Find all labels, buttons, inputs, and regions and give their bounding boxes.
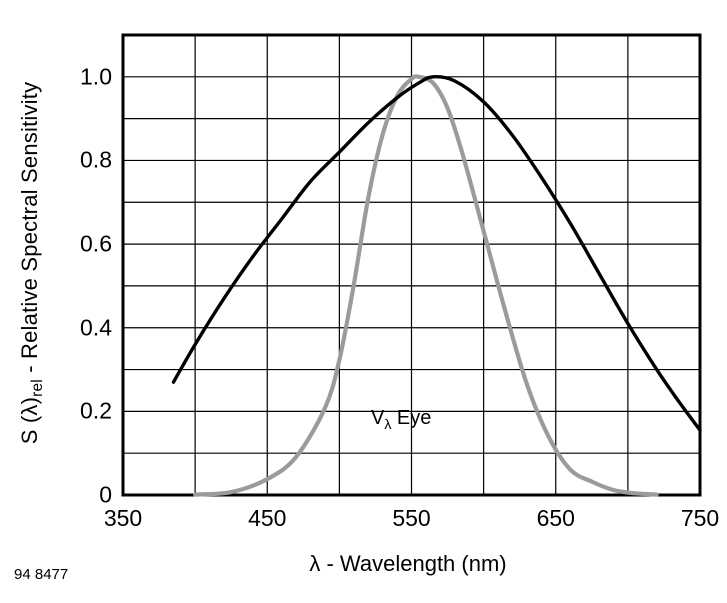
figure-number: 94 8477 [14, 566, 69, 583]
y-axis-title: S (λ)rel - Relative Spectral Sensitivity [17, 82, 47, 445]
y-tick-label: 0 [99, 481, 112, 508]
x-axis-title: λ - Wavelength (nm) [309, 551, 507, 576]
curve-relative-spectral-sensitivity [171, 75, 702, 432]
x-tick-label: 350 [103, 505, 143, 531]
y-tick-label: 0.6 [80, 230, 112, 257]
y-axis-title-rest: - Relative Spectral Sensitivity [16, 81, 42, 380]
x-tick-label: 650 [536, 505, 575, 531]
eye-curve-label-rest: Eye [391, 407, 432, 429]
y-tick-label: 0.8 [80, 146, 112, 173]
x-tick-label: 550 [392, 505, 431, 531]
eye-curve-label-subscript: λ [384, 416, 392, 432]
x-tick-label: 750 [680, 505, 720, 531]
x-tick-label: 450 [248, 505, 287, 531]
eye-curve-label-main: V [371, 407, 385, 429]
eye-curve-label: Vλ Eye [371, 407, 431, 432]
y-axis-title-subscript: rel [29, 379, 47, 397]
y-tick-label: 0.4 [80, 314, 112, 341]
y-axis-title-main: S (λ) [16, 396, 42, 445]
plot-frame [121, 33, 702, 497]
y-tick-label: 1.0 [80, 63, 112, 90]
y-tick-label: 0.2 [80, 397, 112, 424]
